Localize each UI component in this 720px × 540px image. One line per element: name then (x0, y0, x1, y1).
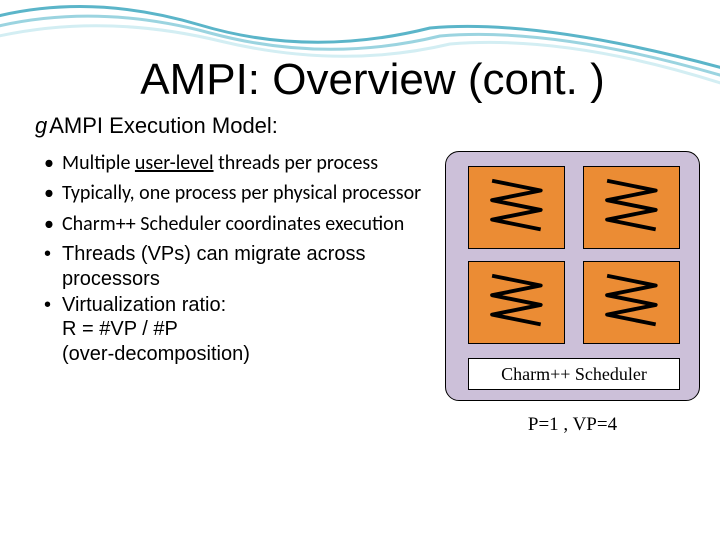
bullet-b-0: Threads (VPs) can migrate across process… (40, 242, 427, 291)
scheduler-box: Charm++ Scheduler (468, 358, 680, 390)
bullet-text: Typically, one process per physical proc… (62, 181, 421, 205)
vp-thread (468, 166, 565, 249)
bullet-text: Charm++ Scheduler coordinates execution (62, 212, 404, 236)
pvp-label: P=1 , VP=4 (445, 414, 700, 436)
bullet-group-a: Multiple user-level threads per process … (40, 151, 427, 236)
bullet-underline: user-level (135, 151, 214, 175)
diagram: Charm++ Scheduler P=1 , VP=4 (445, 151, 700, 461)
scheduler-label: Charm++ Scheduler (501, 364, 647, 385)
bullet-a-2: Charm++ Scheduler coordinates execution (40, 212, 427, 236)
bullet-column: Multiple user-level threads per process … (40, 151, 427, 461)
content-row: Multiple user-level threads per process … (40, 151, 700, 461)
slide-title: AMPI: Overview (cont. ) (55, 55, 690, 105)
vp-thread (583, 261, 680, 344)
bullet-a-1: Typically, one process per physical proc… (40, 181, 427, 205)
bullet-text: Multiple (62, 151, 135, 175)
vp-thread (468, 261, 565, 344)
bullet-text: threads per process (214, 151, 379, 175)
vp-grid (468, 166, 680, 344)
bullet-b-1: Virtualization ratio: R = #VP / #P (over… (40, 293, 427, 366)
process-box: Charm++ Scheduler (445, 151, 700, 401)
bullet-group-b: Threads (VPs) can migrate across process… (40, 242, 427, 366)
bullet-a-0: Multiple user-level threads per process (40, 151, 427, 175)
vp-thread (583, 166, 680, 249)
slide: AMPI: Overview (cont. ) AMPI Execution M… (0, 0, 720, 540)
slide-subtitle: AMPI Execution Model: (35, 113, 720, 139)
